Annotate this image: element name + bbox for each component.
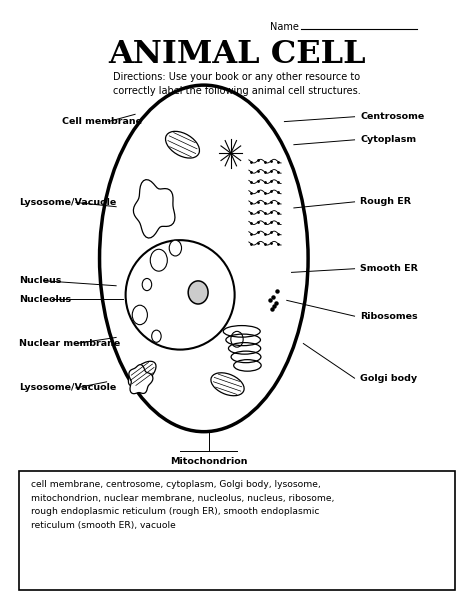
Text: Mitochondrion: Mitochondrion [170,457,247,466]
Text: Nucleus: Nucleus [19,277,61,285]
Circle shape [150,249,167,271]
FancyBboxPatch shape [19,471,455,590]
Ellipse shape [128,361,156,387]
Ellipse shape [100,85,308,432]
Text: Cell membrane: Cell membrane [62,117,142,126]
Text: Golgi body: Golgi body [360,374,418,382]
Polygon shape [133,179,175,238]
Text: Nucleolus: Nucleolus [19,295,71,303]
Circle shape [152,330,161,342]
Text: Ribosomes: Ribosomes [360,312,418,320]
Polygon shape [129,365,153,393]
Ellipse shape [126,240,235,350]
Text: Rough ER: Rough ER [360,198,411,206]
Text: Cytoplasm: Cytoplasm [360,136,416,144]
Text: Name: Name [270,22,299,32]
Text: Smooth ER: Smooth ER [360,264,418,273]
Text: ANIMAL CELL: ANIMAL CELL [108,40,366,70]
Text: Nuclear membrane: Nuclear membrane [19,339,120,348]
Circle shape [132,305,147,325]
Text: Directions: Use your book or any other resource to
correctly label the following: Directions: Use your book or any other r… [113,72,361,96]
Ellipse shape [188,281,208,304]
Text: Lysosome/Vacuole: Lysosome/Vacuole [19,384,116,392]
Circle shape [142,278,152,291]
Text: cell membrane, centrosome, cytoplasm, Golgi body, lysosome,
mitochondrion, nucle: cell membrane, centrosome, cytoplasm, Go… [31,480,334,530]
Circle shape [169,240,182,256]
Ellipse shape [211,373,244,396]
Text: Centrosome: Centrosome [360,112,425,121]
Ellipse shape [165,131,200,158]
Text: Lysosome/Vacuole: Lysosome/Vacuole [19,198,116,207]
Circle shape [231,331,243,347]
